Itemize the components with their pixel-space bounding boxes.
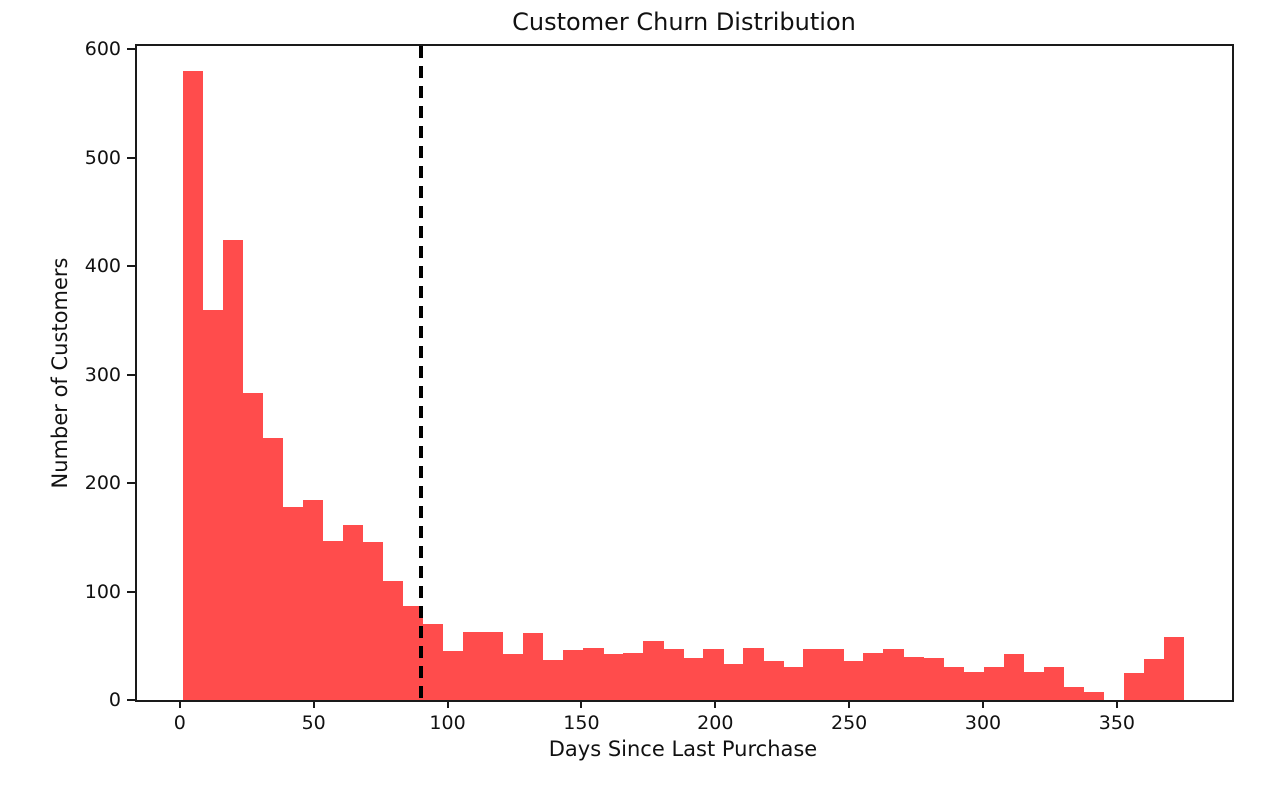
histogram-bar xyxy=(222,240,244,700)
histogram-bar xyxy=(502,654,524,700)
y-tick xyxy=(127,482,135,485)
churn-threshold-line xyxy=(418,46,423,700)
histogram-bar xyxy=(883,649,904,700)
y-tick xyxy=(127,699,135,701)
histogram-bar xyxy=(462,631,484,700)
x-tick-label: 50 xyxy=(301,712,326,734)
histogram-bar xyxy=(1163,637,1185,700)
y-tick-label: 200 xyxy=(84,472,121,495)
histogram-bar xyxy=(262,437,284,700)
histogram-bar xyxy=(763,660,784,700)
y-tick-label: 400 xyxy=(84,255,121,278)
histogram-bar xyxy=(743,647,764,700)
y-tick xyxy=(127,373,135,376)
x-tick xyxy=(714,700,717,708)
histogram-bar xyxy=(542,659,564,700)
y-tick-label: 600 xyxy=(84,38,121,61)
x-tick xyxy=(446,700,449,708)
histogram-bar xyxy=(402,605,424,700)
y-tick xyxy=(127,590,135,593)
histogram-bar xyxy=(322,540,344,700)
histogram-bar xyxy=(803,649,824,700)
histogram-bar xyxy=(1023,671,1045,700)
histogram-bar xyxy=(1083,692,1105,700)
x-tick xyxy=(982,700,984,708)
histogram-bar xyxy=(663,649,684,700)
histogram-bar xyxy=(1043,667,1065,700)
histogram-bar xyxy=(482,631,504,700)
histogram-bar xyxy=(1063,687,1085,700)
histogram-bar xyxy=(282,506,304,700)
y-tick-label: 500 xyxy=(84,146,121,169)
x-tick xyxy=(312,700,315,708)
histogram-bar xyxy=(522,632,544,700)
histogram-bar xyxy=(703,649,724,700)
histogram-bar xyxy=(963,671,985,700)
x-tick xyxy=(1115,700,1118,708)
histogram-bar xyxy=(983,667,1005,700)
x-tick-label: 250 xyxy=(831,712,868,734)
histogram-bar xyxy=(943,667,965,700)
x-tick xyxy=(580,700,583,708)
y-tick-label: 0 xyxy=(108,689,121,711)
histogram-bar xyxy=(362,541,384,700)
histogram-bar xyxy=(603,654,624,700)
histogram-bar xyxy=(583,647,604,700)
x-tick-label: 300 xyxy=(964,712,1002,734)
histogram-bar xyxy=(903,656,924,700)
histogram-bar xyxy=(1143,658,1165,700)
histogram-bar xyxy=(242,393,264,700)
histogram-bar xyxy=(1123,672,1145,700)
x-tick xyxy=(178,700,181,708)
x-tick-label: 0 xyxy=(173,712,186,734)
plot-area xyxy=(135,44,1234,702)
y-tick xyxy=(127,265,135,268)
histogram-bar xyxy=(623,653,644,700)
x-tick-label: 200 xyxy=(697,712,734,734)
x-axis-label: Days Since Last Purchase xyxy=(548,737,818,761)
y-tick xyxy=(127,156,135,159)
histogram-bar xyxy=(382,580,404,700)
histogram-bar xyxy=(342,525,364,700)
y-tick xyxy=(127,48,135,51)
histogram-bar xyxy=(643,641,664,700)
histogram-bar xyxy=(182,70,204,700)
histogram-bar xyxy=(843,660,864,700)
y-tick-label: 100 xyxy=(84,580,121,603)
histogram-bar xyxy=(563,650,584,700)
x-tick xyxy=(848,700,851,708)
histogram-bar xyxy=(422,624,444,700)
histogram-bar xyxy=(723,664,744,700)
y-tick-label: 300 xyxy=(84,363,121,386)
histogram-bar xyxy=(923,657,944,700)
histogram-bar xyxy=(1003,654,1025,700)
chart-title: Customer Churn Distribution xyxy=(512,8,856,36)
x-tick-label: 350 xyxy=(1098,712,1135,734)
histogram-bar xyxy=(302,500,324,700)
histogram-bar xyxy=(442,651,464,700)
x-tick-label: 100 xyxy=(429,712,466,734)
histogram-bar xyxy=(863,653,884,700)
histogram-bar xyxy=(783,667,804,700)
histogram-bar xyxy=(202,309,224,700)
histogram-bar xyxy=(823,649,844,700)
y-axis-label: Number of Customers xyxy=(48,257,72,489)
histogram-bar xyxy=(683,657,704,700)
x-tick-label: 150 xyxy=(563,712,600,734)
